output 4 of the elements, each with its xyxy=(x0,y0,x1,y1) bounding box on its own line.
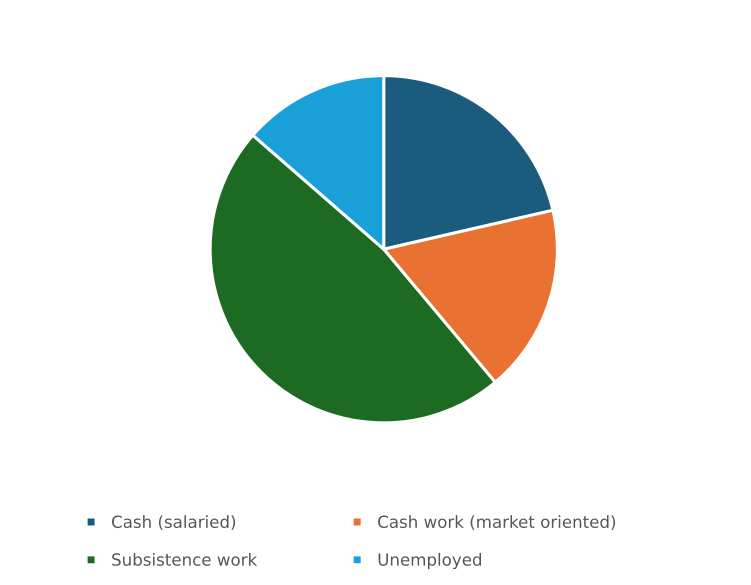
legend-label: Cash work (market oriented) xyxy=(378,515,616,530)
legend-label: Subsistence work xyxy=(112,552,258,566)
legend-label: Cash (salaried) xyxy=(112,515,236,530)
legend-label: Unemployed xyxy=(378,552,482,570)
